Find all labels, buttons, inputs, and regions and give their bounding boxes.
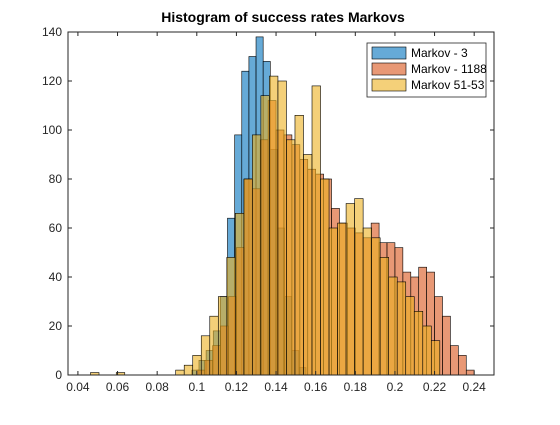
bar-series-2-32: [450, 345, 459, 376]
bar-series-3-23: [354, 198, 364, 376]
y-tick-label: 60: [49, 221, 63, 235]
y-tick-label: 100: [42, 123, 62, 137]
y-tick-label: 140: [42, 25, 62, 39]
bar-series-3-16: [294, 115, 304, 376]
legend-label-3: Markov 51-53: [411, 78, 485, 92]
x-tick-label: 0.04: [66, 380, 90, 394]
legend-label-1: Markov - 3: [411, 46, 468, 60]
bar-series-3-13: [269, 75, 279, 376]
bar-series-3-19: [320, 178, 330, 376]
bar-series-3-27: [388, 276, 398, 376]
bar-series-3-17: [303, 154, 313, 376]
y-tick-label: 40: [49, 270, 63, 284]
bar-series-3-29: [405, 296, 415, 376]
x-tick-label: 0.14: [264, 380, 288, 394]
bar-series-3-22: [345, 203, 355, 376]
legend-swatch-1: [371, 46, 407, 60]
bar-series-3-9: [235, 213, 245, 376]
bar-series-3-21: [337, 222, 347, 376]
bar-series-3-14: [277, 80, 287, 376]
bar-series-2-33: [458, 355, 467, 376]
bar-series-3-12: [260, 95, 270, 376]
bar-series-3-10: [243, 178, 253, 376]
y-tick-label: 0: [55, 368, 62, 382]
legend-label-2: Markov - 1188: [411, 62, 487, 76]
bar-series-3-32: [430, 340, 441, 376]
y-tick-label: 20: [49, 319, 63, 333]
legend-swatch-2: [371, 62, 407, 76]
bar-series-2-34: [465, 369, 475, 376]
bar-series-3-18: [311, 85, 321, 376]
x-tick-label: 0.08: [145, 380, 169, 394]
legend-swatch-3: [371, 78, 407, 92]
axes-layer: 0.04 0.06 0.08 0.1 0.12 0.14 0.16 0.18 0.2 0.22 0.…: [42, 25, 495, 394]
bar-series-3-5: [200, 335, 211, 376]
bar-series-3-11: [252, 134, 262, 376]
x-tick-label: 0.16: [304, 380, 328, 394]
x-tick-label: 0.2: [387, 380, 404, 394]
bar-series-3-7: [217, 296, 228, 376]
bar-series-3-3: [183, 364, 194, 376]
chart-title: Histogram of success rates Markovs: [161, 9, 405, 25]
y-tick-label: 80: [49, 172, 63, 186]
bar-series-2-31: [442, 315, 451, 376]
x-tick-label: 0.18: [344, 380, 368, 394]
bar-series-3-30: [413, 310, 424, 376]
bar-series-3-8: [226, 257, 236, 376]
x-tick-label: 0.22: [423, 380, 447, 394]
bar-series-3-28: [396, 281, 407, 376]
bar-series-3-15: [286, 139, 296, 376]
bar-series-3-2: [175, 369, 185, 376]
legend: Markov - 3 Markov - 1188 Markov 51-53: [366, 42, 487, 98]
axes-box: [67, 31, 495, 376]
x-tick-label: 0.06: [106, 380, 130, 394]
bar-series-3-20: [328, 227, 338, 376]
x-tick-label: 0.12: [225, 380, 249, 394]
bar-series-3-6: [209, 315, 219, 376]
x-tick-label: 0.1: [188, 380, 205, 394]
bar-series-3-25: [371, 237, 381, 376]
bar-series-3-31: [422, 325, 432, 376]
bar-series-3-26: [379, 257, 389, 376]
x-tick-label: 0.24: [463, 380, 487, 394]
y-tick-label: 120: [42, 74, 62, 88]
bar-series-3-24: [362, 227, 372, 376]
